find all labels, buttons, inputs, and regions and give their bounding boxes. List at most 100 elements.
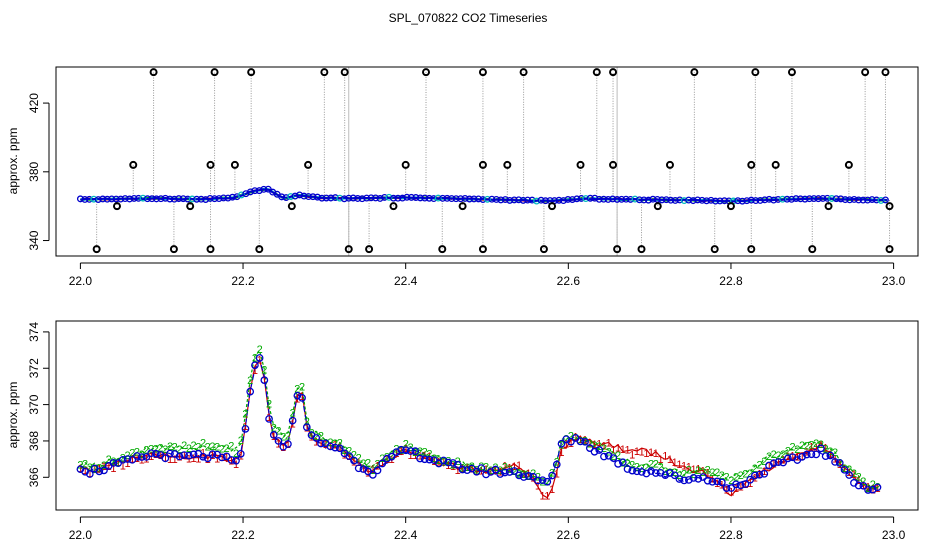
series-point	[524, 472, 533, 480]
series-marker: 2	[587, 438, 593, 450]
series-marker: 2	[143, 445, 149, 457]
baseline-point	[166, 195, 174, 203]
series-point	[147, 449, 155, 458]
series-point	[85, 470, 94, 478]
baseline-point	[448, 195, 456, 203]
series-marker: 2	[426, 449, 432, 461]
series-marker: 1	[804, 446, 810, 458]
baseline-point	[126, 195, 134, 203]
series-marker: 1	[124, 458, 130, 470]
outlier-point	[186, 202, 195, 211]
series-point	[633, 467, 641, 476]
series-point	[449, 459, 457, 467]
series-marker: 2	[153, 444, 159, 456]
series-point	[161, 454, 170, 463]
series-marker: 1	[77, 463, 83, 475]
series-marker: 1	[252, 365, 258, 377]
baseline-point	[591, 194, 599, 202]
series-point	[406, 447, 415, 455]
baseline-point	[658, 196, 666, 204]
series-point	[100, 466, 108, 475]
outlier-point	[287, 202, 296, 211]
baseline-point	[644, 196, 652, 204]
series-marker: 1	[209, 450, 215, 462]
series-marker: 2	[502, 462, 508, 474]
x-tick-label: 23.0	[882, 528, 906, 540]
x-tick-label: 22.6	[557, 274, 581, 288]
series-marker: 2	[285, 431, 291, 443]
baseline-point	[555, 196, 563, 204]
series-marker: 2	[870, 479, 876, 491]
series-marker: 1	[728, 486, 734, 498]
series-marker: 1	[837, 459, 843, 471]
series-marker: 1	[167, 454, 173, 466]
baseline-point	[278, 193, 286, 201]
series-marker: 2	[766, 451, 772, 463]
series-marker: 2	[582, 435, 588, 447]
baseline-point	[287, 193, 295, 200]
series-marker: 1	[648, 447, 654, 459]
series-marker: 1	[115, 457, 121, 469]
series-marker: 2	[667, 467, 673, 479]
baseline-point	[81, 196, 89, 203]
series-marker: 2	[370, 465, 376, 477]
bottom-y-axis: 366 368 370 372 374	[27, 322, 50, 487]
x-tick-label: 22.8	[719, 274, 743, 288]
series-point	[241, 424, 250, 433]
series-marker: 1	[407, 450, 413, 462]
series-marker: 2	[624, 458, 630, 470]
baseline-point	[600, 195, 608, 203]
series-marker: 1	[757, 468, 763, 480]
series-point	[736, 481, 745, 490]
series-marker: 1	[530, 472, 536, 484]
baseline-point	[559, 197, 567, 205]
series-marker: 2	[554, 457, 560, 469]
series-marker: 2	[492, 462, 498, 474]
baseline-point	[506, 196, 514, 204]
series-point	[519, 473, 528, 481]
baseline-point	[537, 196, 545, 204]
x-tick-label: 22.2	[231, 528, 255, 540]
series-marker: 1	[370, 464, 376, 476]
baseline-point	[801, 195, 809, 203]
y-tick-label: 372	[27, 358, 41, 378]
outlier-point	[230, 160, 239, 169]
series-marker: 2	[752, 463, 758, 475]
series-point	[684, 476, 693, 484]
baseline-point	[179, 195, 187, 203]
series-marker: 1	[304, 422, 310, 434]
baseline-point	[756, 197, 764, 204]
series-marker: 2	[172, 442, 178, 454]
series-point	[208, 450, 217, 459]
series-marker: 1	[681, 460, 687, 472]
series-marker: 2	[87, 462, 93, 474]
outlier-point	[548, 202, 557, 211]
baseline-point	[381, 193, 388, 201]
series-marker: 1	[615, 443, 621, 455]
baseline-point	[792, 195, 800, 203]
series-point	[350, 456, 358, 465]
series-point	[670, 471, 679, 480]
outlier-point	[881, 68, 890, 77]
series-point	[203, 454, 212, 463]
series-marker: 2	[82, 459, 88, 471]
series-marker: 2	[563, 434, 569, 446]
baseline-point	[716, 197, 724, 205]
baseline-point	[291, 192, 299, 200]
baseline-point	[345, 194, 353, 202]
series-point	[180, 451, 189, 459]
series-point	[722, 484, 731, 492]
series-marker: 2	[271, 423, 277, 435]
bottom-x-axis: 22.0 22.2 22.4 22.6 22.8 23.0	[69, 516, 906, 540]
series-point	[623, 465, 632, 473]
series-marker: 1	[148, 451, 154, 463]
baseline-point	[130, 194, 138, 202]
series-marker: 1	[573, 432, 579, 444]
series-marker: 2	[464, 462, 470, 474]
series-marker: 1	[601, 441, 607, 453]
baseline-point	[810, 195, 818, 202]
series-marker: 1	[233, 459, 239, 471]
baseline-point	[846, 196, 854, 204]
series-marker: 1	[91, 463, 97, 475]
